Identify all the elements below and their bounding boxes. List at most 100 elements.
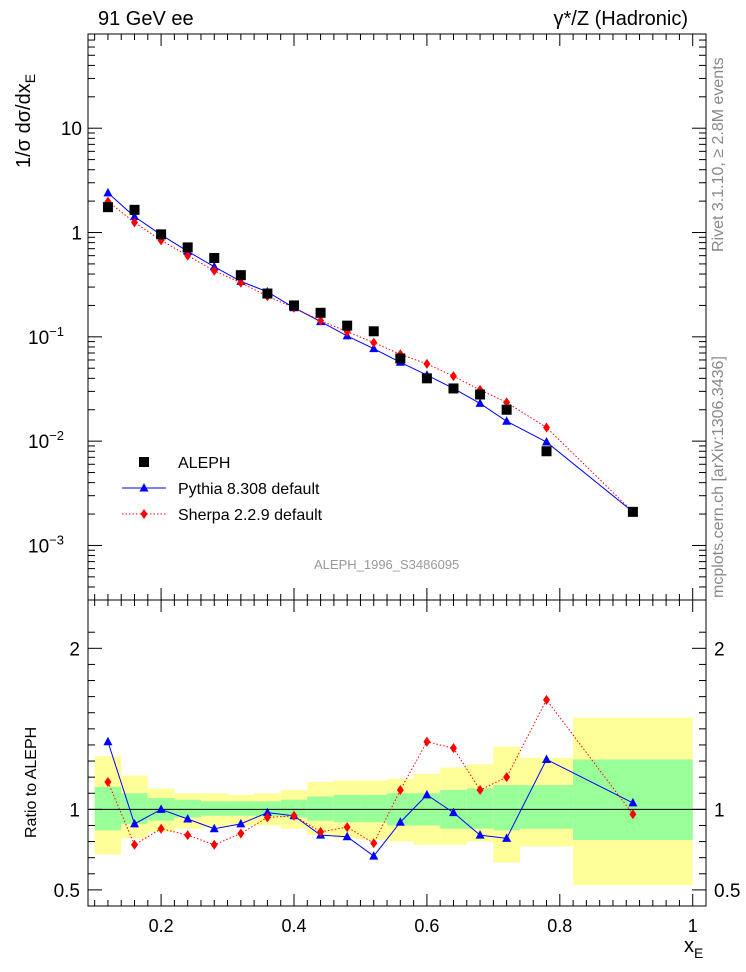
sherpa-point: [423, 358, 431, 369]
legend: ALEPH Pythia 8.308 default Sherpa 2.2.9 de…: [122, 455, 323, 524]
sherpa-point: [317, 315, 325, 326]
y-tick-label-right: 0.5: [714, 881, 740, 902]
aleph-point: [448, 383, 459, 394]
sherpa-ratio-point: [131, 839, 139, 850]
y-tick-label-base: 10: [28, 432, 49, 453]
sherpa-ratio-point: [104, 776, 112, 787]
ratio-uncertainty-bands: [94, 717, 693, 886]
pythia-ratio-point: [395, 817, 405, 826]
pythia-ratio-point: [342, 831, 352, 841]
x-tick-label: 0.8: [547, 916, 572, 936]
pythia-ratio-point: [209, 823, 219, 833]
legend-marker: [140, 509, 148, 519]
aleph-point: [421, 373, 432, 384]
aleph-point: [262, 288, 273, 299]
sherpa-ratio-point: [210, 839, 218, 850]
sherpa-ratio-point: [423, 736, 431, 747]
sherpa-point: [370, 337, 378, 348]
rivet-version-label: Rivet 3.1.10, ≥ 2.8M events: [710, 57, 727, 252]
x-tick-label: 0.2: [149, 916, 174, 936]
aleph-point: [129, 204, 140, 215]
header-left: 91 GeV ee: [98, 8, 194, 30]
y-axis-label-main-subscript: E: [22, 74, 38, 83]
sherpa-point: [184, 250, 192, 261]
header-right: γ*/Z (Hadronic): [553, 8, 688, 30]
x-axis-label-subscript: E: [694, 945, 703, 961]
pythia-point: [103, 187, 113, 197]
sherpa-ratio-point: [449, 743, 457, 754]
legend-label: Pythia 8.308 default: [178, 481, 320, 498]
band-inner: [519, 785, 574, 829]
aleph-point: [627, 506, 638, 517]
sherpa-ratio-point: [343, 822, 351, 833]
pythia-ratio-point: [448, 807, 458, 817]
x-tick-label: 0.4: [281, 916, 306, 936]
pythia-ratio-point: [156, 804, 166, 813]
x-tick-label: 1: [688, 916, 698, 936]
pythia-ratio-point: [183, 814, 193, 823]
aleph-point: [541, 446, 552, 457]
ratio-panel-series: [103, 694, 638, 860]
sherpa-point: [449, 371, 457, 382]
band-inner: [307, 796, 334, 821]
pythia-point: [130, 211, 140, 221]
aleph-point: [315, 307, 326, 318]
aleph-point: [235, 270, 246, 281]
aleph-point: [289, 300, 299, 311]
pythia-ratio-point: [475, 830, 485, 839]
pythia-ratio-point: [422, 789, 432, 799]
y-tick-label-left: 0.5: [54, 881, 80, 902]
sherpa-ratio-point: [543, 694, 551, 705]
pythia-ratio-point: [262, 807, 272, 817]
y-tick-label-left: 2: [69, 639, 80, 660]
aleph-point: [368, 326, 379, 337]
sherpa-ratio-point: [290, 810, 298, 821]
y-axis-label-main-text: 1/σ dσ/dx: [13, 83, 35, 168]
aleph-point: [182, 242, 193, 253]
sherpa-ratio-point: [263, 812, 271, 823]
y-tick-label-base: 10: [61, 119, 82, 140]
sherpa-line: [107, 201, 634, 513]
y-tick-label-base: 1: [71, 224, 82, 245]
sherpa-point: [237, 277, 245, 288]
aleph-point: [342, 320, 353, 331]
pythia-point: [502, 416, 512, 425]
y-tick-label-exponent: −2: [49, 428, 64, 443]
pythia-ratio-line: [107, 741, 634, 857]
band-inner: [493, 785, 520, 831]
y-tick-label: 10−3: [28, 532, 64, 557]
sherpa-ratio-point: [476, 785, 484, 796]
pythia-point: [369, 343, 379, 353]
x-axis-label-text: x: [684, 935, 694, 957]
legend-marker: [139, 457, 149, 467]
aleph-point: [209, 252, 220, 263]
mcplots-label: mcplots.cern.ch [arXiv:1306.3436]: [710, 356, 727, 598]
sherpa-point: [131, 217, 139, 228]
sherpa-point: [543, 422, 551, 433]
y-tick-label-left: 1: [69, 800, 80, 821]
band-inner: [94, 786, 122, 831]
y-axis-label-main: 1/σ dσ/dxE: [13, 74, 38, 168]
y-tick-label-base: 10: [28, 536, 49, 557]
y-tick-label-exponent: −3: [49, 532, 64, 547]
y-tick-label-base: 10: [28, 328, 49, 349]
band-inner: [174, 799, 201, 818]
sherpa-point: [210, 265, 218, 276]
y-tick-label: 10−2: [28, 428, 64, 453]
pythia-ratio-point: [103, 736, 113, 746]
y-tick-label-right: 2: [714, 639, 725, 660]
band-inner: [280, 799, 308, 818]
sherpa-ratio-point: [157, 823, 165, 834]
ratio-frame: [87, 599, 707, 907]
legend-label: Sherpa 2.2.9 default: [178, 507, 323, 524]
legend-marker: [139, 483, 149, 492]
aleph-point: [102, 202, 113, 213]
pythia-point: [475, 398, 485, 407]
pythia-point: [542, 437, 552, 446]
legend-label: ALEPH: [178, 455, 230, 472]
y-tick-label: 10−1: [28, 324, 64, 349]
y-tick-label-right: 1: [714, 800, 725, 821]
aleph-point: [395, 353, 406, 364]
